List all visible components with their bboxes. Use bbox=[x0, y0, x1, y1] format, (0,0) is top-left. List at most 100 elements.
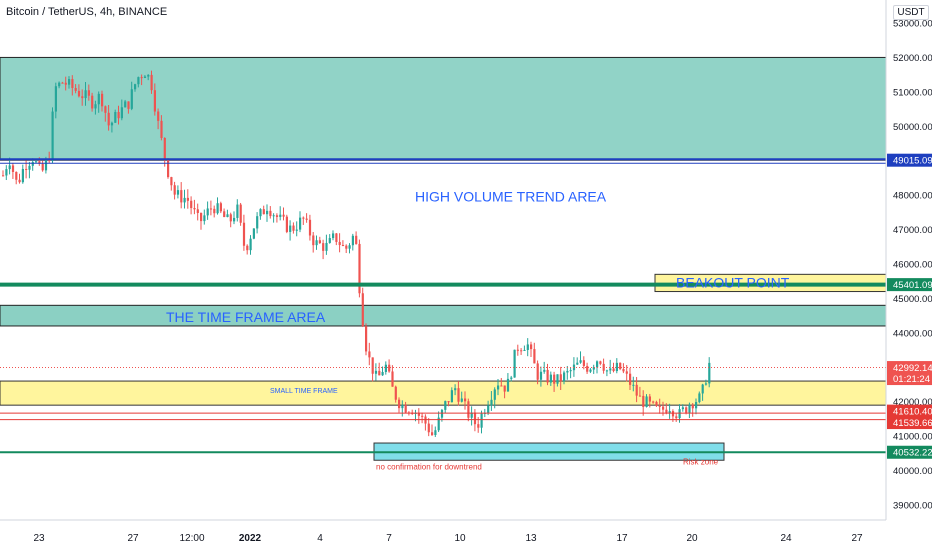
candle bbox=[97, 93, 100, 105]
candle bbox=[190, 200, 193, 209]
candle bbox=[632, 384, 635, 386]
candle bbox=[2, 175, 5, 177]
candle bbox=[467, 401, 470, 418]
currency-button[interactable]: USDT bbox=[893, 5, 929, 20]
candle bbox=[140, 77, 143, 79]
candle bbox=[196, 209, 199, 213]
candle bbox=[569, 370, 572, 372]
candle bbox=[473, 412, 477, 425]
candle bbox=[365, 326, 368, 352]
candle bbox=[612, 368, 615, 372]
candle bbox=[130, 89, 133, 109]
candle bbox=[691, 405, 694, 409]
candle bbox=[437, 417, 440, 431]
candle bbox=[345, 245, 348, 249]
candle bbox=[576, 362, 579, 365]
candle bbox=[74, 87, 77, 91]
candle bbox=[497, 385, 500, 390]
candle bbox=[351, 235, 354, 246]
candle bbox=[450, 390, 453, 403]
candle bbox=[117, 112, 120, 119]
candle bbox=[21, 168, 24, 183]
candle bbox=[391, 371, 394, 387]
candle bbox=[150, 74, 153, 91]
candle bbox=[299, 217, 302, 230]
annotation-no-confirmation: no confirmation for downtrend bbox=[376, 463, 482, 472]
candle bbox=[282, 214, 285, 217]
candle bbox=[77, 90, 81, 97]
price-tag-current-countdown: 01:21:24 bbox=[893, 374, 930, 385]
candle bbox=[38, 161, 41, 164]
candle bbox=[371, 357, 374, 374]
candle bbox=[180, 190, 183, 203]
candle bbox=[216, 203, 219, 214]
price-tag-45401: 45401.09 bbox=[893, 280, 932, 291]
candle bbox=[480, 413, 483, 428]
candle bbox=[167, 158, 170, 178]
candle bbox=[252, 228, 255, 239]
x-tick-label: 27 bbox=[851, 533, 863, 544]
candle bbox=[61, 82, 64, 84]
candle bbox=[681, 407, 684, 410]
y-tick-label: 48000.00 bbox=[893, 191, 932, 202]
candle bbox=[398, 399, 401, 409]
candle bbox=[434, 430, 437, 435]
x-tick-label: 7 bbox=[386, 533, 392, 544]
candle bbox=[58, 82, 61, 87]
candle bbox=[120, 107, 123, 119]
x-tick-label: 20 bbox=[686, 533, 698, 544]
candle bbox=[447, 401, 450, 403]
price-tag-49015-bg bbox=[887, 153, 932, 167]
candle bbox=[378, 370, 381, 376]
candle bbox=[341, 245, 345, 247]
candle bbox=[592, 367, 595, 370]
candle bbox=[427, 423, 430, 433]
candle bbox=[134, 84, 137, 90]
candle bbox=[51, 111, 54, 162]
candle bbox=[259, 209, 262, 217]
candle bbox=[622, 369, 625, 372]
candle bbox=[487, 405, 490, 413]
candle bbox=[701, 384, 704, 394]
candle bbox=[143, 76, 147, 79]
candle bbox=[563, 372, 566, 382]
price-tag-45401-bg bbox=[887, 278, 932, 292]
candle bbox=[404, 405, 407, 413]
x-tick-label: 4 bbox=[317, 533, 323, 544]
candle bbox=[18, 179, 21, 183]
high-volume-zone[interactable] bbox=[0, 56, 887, 161]
candle bbox=[431, 432, 434, 435]
candle bbox=[457, 388, 460, 402]
price-tag-current-bg bbox=[887, 361, 932, 386]
candle bbox=[470, 412, 473, 418]
candle bbox=[81, 96, 84, 99]
candle bbox=[203, 215, 206, 222]
y-tick-label: 47000.00 bbox=[893, 225, 932, 236]
candle bbox=[285, 216, 288, 232]
candle bbox=[358, 243, 361, 294]
price-tag-49015: 49015.09 bbox=[893, 156, 932, 167]
candle bbox=[114, 112, 117, 123]
candle bbox=[209, 208, 213, 210]
candle bbox=[54, 86, 57, 112]
candle bbox=[193, 208, 196, 210]
y-tick-label: 46000.00 bbox=[893, 260, 932, 271]
price-tag-41610-bg bbox=[887, 404, 932, 418]
candle bbox=[31, 162, 34, 166]
price-tag-40532: 40532.22 bbox=[893, 448, 932, 459]
candle bbox=[658, 405, 661, 407]
y-tick-label: 39000.00 bbox=[893, 501, 932, 512]
candle bbox=[394, 386, 397, 400]
candle bbox=[642, 395, 645, 408]
small-time-frame-zone[interactable] bbox=[0, 380, 887, 406]
annotation-risk-zone: Risk zone bbox=[683, 457, 719, 466]
candle bbox=[269, 210, 272, 217]
candle bbox=[384, 364, 387, 372]
candle bbox=[262, 209, 265, 215]
candle bbox=[625, 371, 628, 374]
candle bbox=[513, 349, 516, 378]
candle bbox=[553, 374, 556, 384]
candle bbox=[388, 364, 391, 372]
time-frame-zone[interactable] bbox=[0, 304, 887, 327]
